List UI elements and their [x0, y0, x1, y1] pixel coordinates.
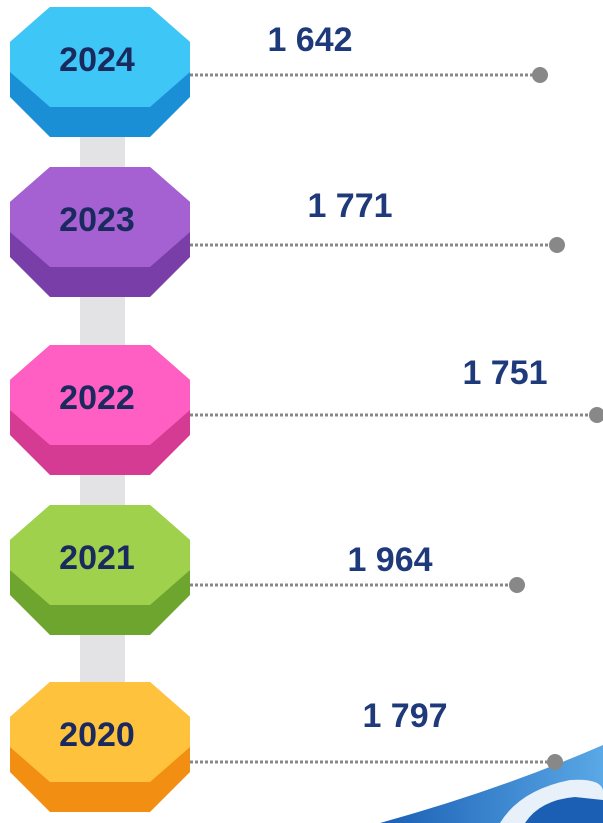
value-label: 1 642 — [267, 21, 352, 59]
infographic: 2024 1 642 2023 1 771 2022 1 751 2021 1 964 2020… — [0, 0, 603, 823]
year-label: 2023 — [59, 201, 135, 239]
year-label: 2024 — [59, 41, 135, 79]
year-badge: 2024 — [10, 7, 190, 137]
year-label: 2022 — [59, 379, 135, 417]
leader-dot — [532, 67, 548, 83]
value-label: 1 964 — [347, 541, 432, 579]
year-badge: 2021 — [10, 505, 190, 635]
year-badge: 2023 — [10, 167, 190, 297]
value-label: 1 751 — [462, 354, 547, 392]
leader-dot — [509, 577, 525, 593]
value-label: 1 797 — [362, 697, 447, 735]
value-label: 1 771 — [307, 187, 392, 225]
year-badge: 2020 — [10, 682, 190, 812]
year-badge: 2022 — [10, 345, 190, 475]
year-label: 2020 — [59, 716, 135, 754]
leader-dot — [547, 754, 563, 770]
year-label: 2021 — [59, 539, 135, 577]
leader-dot — [589, 407, 603, 423]
leader-dot — [549, 237, 565, 253]
